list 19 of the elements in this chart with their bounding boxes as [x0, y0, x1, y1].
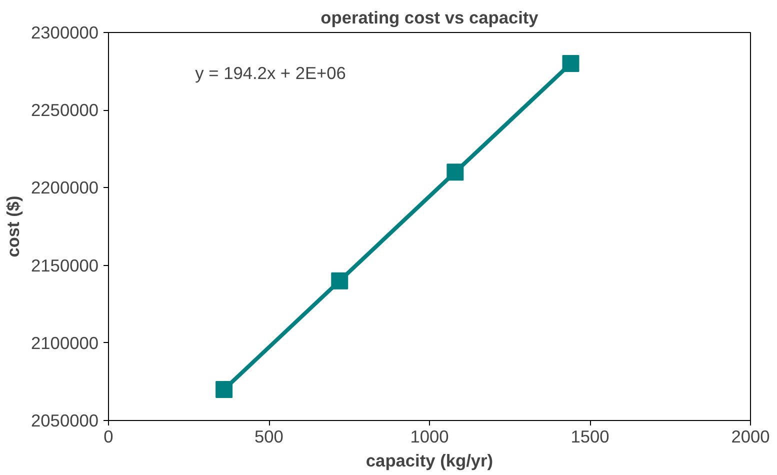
- chart-title: operating cost vs capacity: [320, 8, 539, 28]
- point: [216, 380, 233, 398]
- y-tick-label: 2200000: [31, 178, 99, 198]
- x-tick-label: 500: [254, 426, 284, 446]
- point: [446, 164, 464, 181]
- y-tick-label: 2150000: [31, 255, 99, 276]
- x-tick-label: 1500: [570, 426, 610, 446]
- annotation: y = 194.2x + 2E+06: [195, 62, 346, 83]
- y-tick-label: 2050000: [31, 410, 99, 430]
- y-axis-title: cost ($): [3, 196, 24, 258]
- point: [562, 55, 580, 72]
- y-tick-label: 2300000: [31, 22, 99, 42]
- x-axis-title: capacity (kg/yr): [366, 450, 494, 470]
- x-tick-label: 2000: [731, 426, 770, 446]
- y-tick-label: 2100000: [31, 332, 99, 353]
- x-tick-label: 0: [104, 426, 114, 446]
- x-tick-label: 1000: [410, 426, 449, 446]
- point: [331, 272, 348, 290]
- y-tick-label: 2250000: [31, 100, 99, 120]
